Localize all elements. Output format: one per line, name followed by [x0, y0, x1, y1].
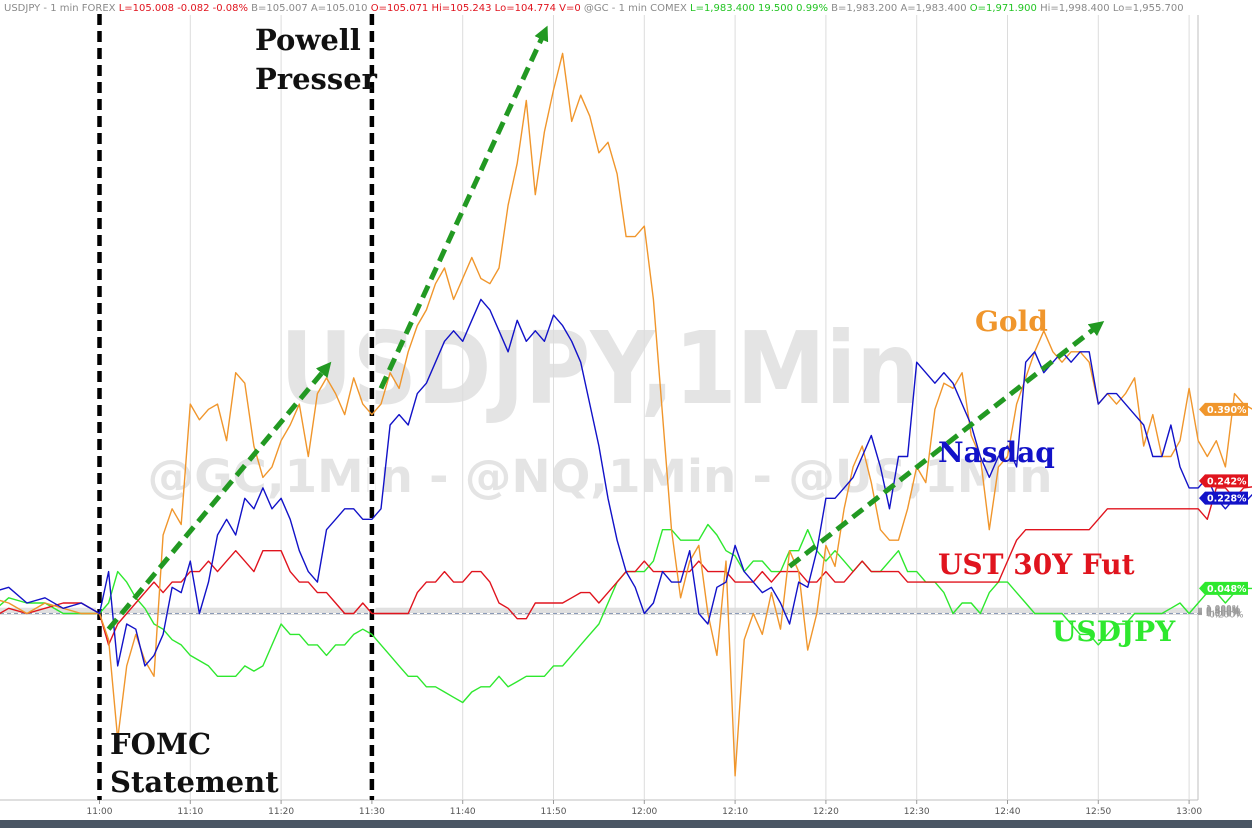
trend-arrow: [378, 25, 549, 390]
powell-label-line1: Powell: [255, 23, 361, 57]
header-segment: USDJPY - 1 min FOREX: [4, 3, 116, 14]
x-tick-label: 11:00: [87, 807, 113, 817]
bottom-scrollbar[interactable]: [0, 820, 1252, 828]
x-tick-label: 12:50: [1085, 807, 1111, 817]
trend-arrows: [106, 25, 1105, 631]
trend-arrow: [106, 361, 332, 631]
last-value-badge-label: 0.242%: [1207, 476, 1247, 487]
x-tick-label: 12:30: [904, 807, 930, 817]
last-value-badge: 0.048%: [1199, 581, 1248, 595]
header-segment: O=1,971.900: [967, 3, 1037, 14]
usdjpy-series-label: USDJPY: [1052, 615, 1176, 648]
last-value-badge-bg: [1199, 474, 1248, 488]
x-tick-label: 12:40: [995, 807, 1021, 817]
watermark-main: USDJPY,1Min: [280, 310, 920, 427]
x-tick-label: 11:40: [450, 807, 476, 817]
y-tick-label: 1.000%: [1206, 604, 1241, 614]
y-tick-label: 0.800%: [1206, 605, 1241, 615]
header-segment: @GC - 1 min COMEX: [581, 3, 687, 14]
last-value-badge: 0.390%: [1199, 402, 1248, 416]
x-tick-label: 11:50: [541, 807, 567, 817]
y-tick-label: 0.000%: [1206, 610, 1241, 620]
x-tick-label: 11:20: [268, 807, 294, 817]
y-tick-label: 0.200%: [1206, 608, 1241, 618]
last-value-badges: 0.390% 0.242% 0.228% 0.048%: [1199, 402, 1248, 595]
header-segment: L=105.008 -0.082 -0.08%: [116, 3, 248, 14]
fomc-label-line2: Statement: [110, 765, 279, 799]
x-tick-label: 12:20: [813, 807, 839, 817]
series-line-ust-30y-fut: [0, 486, 1252, 646]
y-tick-label: 0.600%: [1206, 606, 1241, 616]
header-segment: L=1,983.400 19.500 0.99%: [687, 3, 828, 14]
header-segment: B=1,983.200 A=1,983.400: [828, 3, 967, 14]
series-lines: [0, 52, 1252, 777]
x-tick-label: 11:10: [177, 807, 203, 817]
ust-series-label: UST 30Y Fut: [938, 548, 1135, 581]
quote-header: USDJPY - 1 min FOREX L=105.008 -0.082 -0…: [4, 3, 1184, 14]
last-value-badge-bg: [1199, 581, 1248, 595]
x-tick-label: 12:10: [722, 807, 748, 817]
last-value-badge-bg: [1199, 402, 1248, 416]
powell-label-line2: Presser: [255, 62, 378, 96]
x-tick-label: 12:00: [631, 807, 657, 817]
y-tick-label: -0.200%: [1206, 611, 1244, 621]
y-tick-label: 0.400%: [1206, 607, 1241, 617]
y-axis: 1.000%0.800%0.600%0.400%0.200%0.000%-0.2…: [1198, 604, 1244, 621]
header-segment: O=105.071 Hi=105.243 Lo=104.774 V=0: [368, 3, 581, 14]
last-value-badge-label: 0.048%: [1207, 584, 1247, 595]
x-tick-label: 11:30: [359, 807, 385, 817]
gold-series-label: Gold: [975, 305, 1048, 338]
last-value-badge-bg: [1199, 491, 1248, 505]
x-axis: 11:00 11:10 11:20 11:30 11:40 11:50 12:00 12:10…: [87, 800, 1202, 817]
event-markers: [96, 14, 376, 800]
last-value-badge-label: 0.228%: [1207, 494, 1247, 505]
header-segment: Hi=1,998.400 Lo=1,955.700: [1037, 3, 1184, 14]
series-line-nasdaq: [0, 298, 1252, 667]
x-tick-label: 13:00: [1176, 807, 1202, 817]
last-value-badge-label: 0.390%: [1207, 405, 1247, 416]
trend-arrow: [788, 320, 1105, 569]
last-value-badge: 0.242%: [1199, 474, 1248, 488]
nasdaq-series-label: Nasdaq: [938, 436, 1055, 469]
header-segment: B=105.007 A=105.010: [248, 3, 368, 14]
series-line-gold: [0, 52, 1252, 777]
fomc-label-line1: FOMC: [110, 727, 211, 761]
last-value-badge: 0.228%: [1199, 491, 1248, 505]
